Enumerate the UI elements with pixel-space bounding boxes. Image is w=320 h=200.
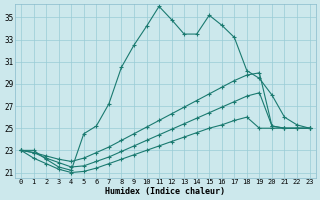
X-axis label: Humidex (Indice chaleur): Humidex (Indice chaleur) [105, 187, 225, 196]
